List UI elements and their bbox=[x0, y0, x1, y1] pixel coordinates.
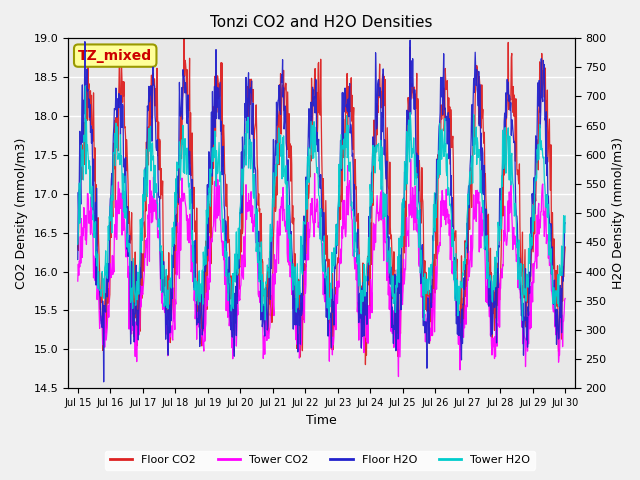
Title: Tonzi CO2 and H2O Densities: Tonzi CO2 and H2O Densities bbox=[210, 15, 433, 30]
Y-axis label: H2O Density (mmol/m3): H2O Density (mmol/m3) bbox=[612, 137, 625, 289]
X-axis label: Time: Time bbox=[306, 414, 337, 427]
Y-axis label: CO2 Density (mmol/m3): CO2 Density (mmol/m3) bbox=[15, 138, 28, 289]
Legend: Floor CO2, Tower CO2, Floor H2O, Tower H2O: Floor CO2, Tower CO2, Floor H2O, Tower H… bbox=[105, 451, 535, 469]
Text: TZ_mixed: TZ_mixed bbox=[78, 48, 152, 62]
